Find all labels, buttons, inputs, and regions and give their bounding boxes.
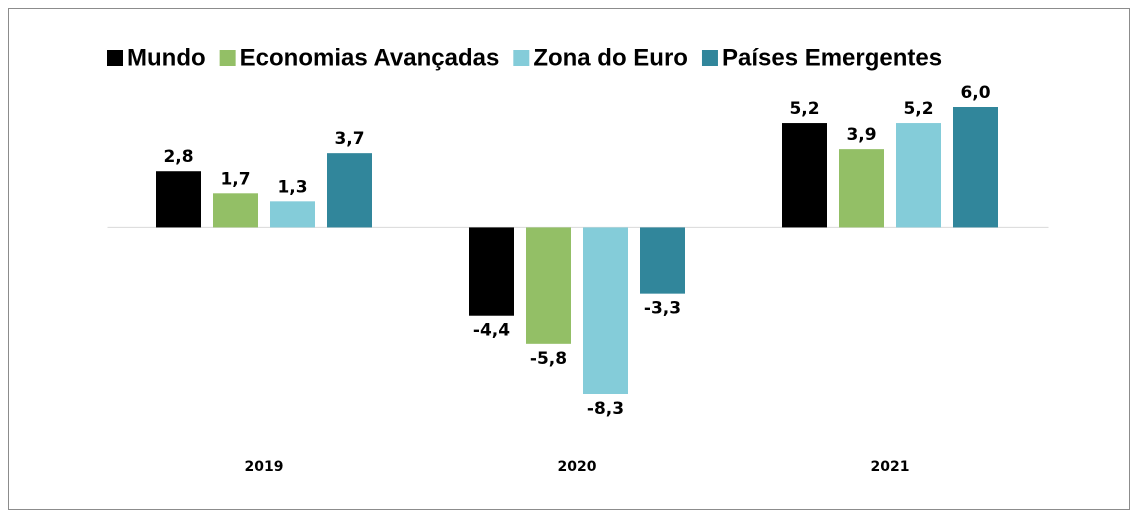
data-label: -4,4 [473, 321, 510, 341]
legend-swatch [513, 50, 530, 66]
bar [896, 123, 941, 228]
data-label: -3,3 [644, 299, 681, 319]
data-label: 1,3 [277, 177, 307, 197]
bar [526, 227, 571, 344]
bar [469, 227, 514, 316]
bar [839, 149, 884, 228]
data-label: 3,7 [334, 129, 364, 149]
x-tick-label: 2020 [558, 459, 597, 475]
data-label: 5,2 [903, 99, 933, 119]
legend-swatch [701, 50, 718, 66]
data-label: 1,7 [220, 169, 250, 189]
legend-swatch [219, 50, 236, 66]
data-label: 6,0 [960, 83, 990, 103]
bar [782, 123, 827, 228]
data-label: -5,8 [530, 349, 567, 369]
bar [953, 107, 998, 228]
data-label: 2,8 [163, 147, 193, 167]
legend-label: Economias Avançadas [240, 44, 500, 71]
bar [213, 193, 258, 228]
bar [327, 153, 372, 228]
legend-swatch [107, 50, 123, 66]
legend-label: Mundo [127, 44, 206, 71]
data-label: 3,9 [846, 125, 876, 145]
bar [640, 227, 685, 294]
bar [270, 201, 315, 228]
legend-label: Países Emergentes [722, 44, 942, 71]
data-label: -8,3 [587, 399, 624, 419]
x-tick-label: 2019 [245, 459, 284, 475]
bar [156, 171, 201, 228]
x-tick-label: 2021 [871, 459, 910, 475]
bar [583, 227, 628, 394]
legend-label: Zona do Euro [533, 44, 688, 71]
data-label: 5,2 [789, 99, 819, 119]
